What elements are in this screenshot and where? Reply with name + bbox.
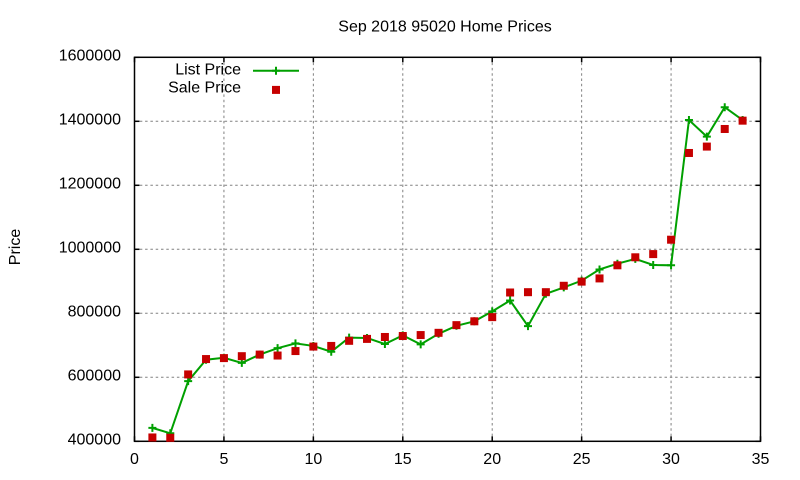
svg-text:30: 30 bbox=[662, 451, 680, 468]
svg-text:5: 5 bbox=[219, 451, 228, 468]
svg-text:Sep 2018 95020 Home Prices: Sep 2018 95020 Home Prices bbox=[338, 19, 551, 36]
svg-text:35: 35 bbox=[752, 451, 770, 468]
svg-text:0: 0 bbox=[130, 451, 139, 468]
svg-text:Sale Price: Sale Price bbox=[168, 80, 241, 97]
svg-text:List Price: List Price bbox=[175, 62, 241, 79]
svg-text:20: 20 bbox=[483, 451, 501, 468]
svg-text:1600000: 1600000 bbox=[59, 48, 121, 65]
svg-text:600000: 600000 bbox=[68, 368, 121, 385]
svg-text:800000: 800000 bbox=[68, 304, 121, 321]
svg-text:Price: Price bbox=[7, 229, 24, 266]
svg-text:10: 10 bbox=[304, 451, 322, 468]
svg-text:1000000: 1000000 bbox=[59, 240, 121, 257]
svg-text:400000: 400000 bbox=[68, 432, 121, 449]
svg-text:25: 25 bbox=[573, 451, 591, 468]
svg-text:1200000: 1200000 bbox=[59, 176, 121, 193]
svg-text:1400000: 1400000 bbox=[59, 112, 121, 129]
svg-text:15: 15 bbox=[394, 451, 412, 468]
